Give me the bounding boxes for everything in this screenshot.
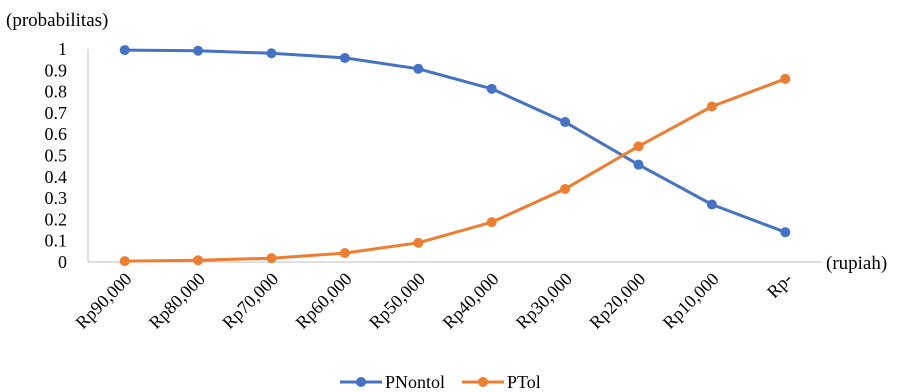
data-point xyxy=(633,141,644,152)
y-tick-label: 0.9 xyxy=(45,60,68,80)
y-tick-label: 0.8 xyxy=(45,82,68,102)
data-point xyxy=(633,159,644,170)
series-layer xyxy=(119,45,791,267)
data-point xyxy=(706,199,717,210)
x-axis-label: (rupiah) xyxy=(826,253,887,274)
data-point xyxy=(266,48,277,59)
legend-label: PTol xyxy=(507,372,541,392)
data-point xyxy=(486,217,497,228)
y-tick-label: 1 xyxy=(58,39,67,59)
legend-swatch-marker xyxy=(478,377,488,387)
x-tick-label: Rp20,000 xyxy=(585,269,649,333)
x-axis-ticks: Rp90,000 Rp80,000 Rp70,000 Rp60,000 Rp50,000… xyxy=(72,269,797,333)
data-point xyxy=(413,63,424,74)
data-point xyxy=(119,256,130,267)
y-tick-label: 0.4 xyxy=(45,167,68,187)
series-line xyxy=(123,48,787,234)
data-point xyxy=(119,45,130,56)
data-point xyxy=(193,255,204,266)
y-tick-label: 0.6 xyxy=(45,124,68,144)
data-point xyxy=(193,45,204,56)
y-tick-label: 0.3 xyxy=(45,188,68,208)
data-point xyxy=(560,183,571,194)
data-point xyxy=(339,248,350,259)
x-tick-label: Rp50,000 xyxy=(365,269,429,333)
x-tick-label: Rp80,000 xyxy=(145,269,209,333)
y-axis-label: (probabilitas) xyxy=(6,10,108,31)
legend-swatch-marker xyxy=(356,377,366,387)
y-tick-label: 0 xyxy=(58,252,67,272)
x-tick-label: Rp- xyxy=(763,269,796,302)
data-point xyxy=(560,117,571,128)
data-point xyxy=(266,253,277,264)
y-axis-ticks: 00.10.20.30.40.50.60.70.80.91 xyxy=(45,39,68,272)
data-point xyxy=(413,237,424,248)
x-tick-label: Rp40,000 xyxy=(439,269,503,333)
y-tick-label: 0.1 xyxy=(45,231,68,251)
x-tick-label: Rp10,000 xyxy=(659,269,723,333)
y-tick-label: 0.7 xyxy=(45,103,68,123)
series-line xyxy=(123,77,787,263)
x-tick-label: Rp60,000 xyxy=(292,269,356,333)
data-point xyxy=(780,227,791,238)
y-tick-label: 0.5 xyxy=(45,146,68,166)
x-tick-label: Rp90,000 xyxy=(72,269,136,333)
legend: PNontol PTol xyxy=(340,372,541,392)
data-point xyxy=(486,83,497,94)
y-tick-label: 0.2 xyxy=(45,209,68,229)
data-point xyxy=(339,52,350,63)
legend-label: PNontol xyxy=(385,372,445,392)
data-point xyxy=(706,101,717,112)
data-point xyxy=(780,73,791,84)
x-tick-label: Rp70,000 xyxy=(218,269,282,333)
x-tick-label: Rp30,000 xyxy=(512,269,576,333)
